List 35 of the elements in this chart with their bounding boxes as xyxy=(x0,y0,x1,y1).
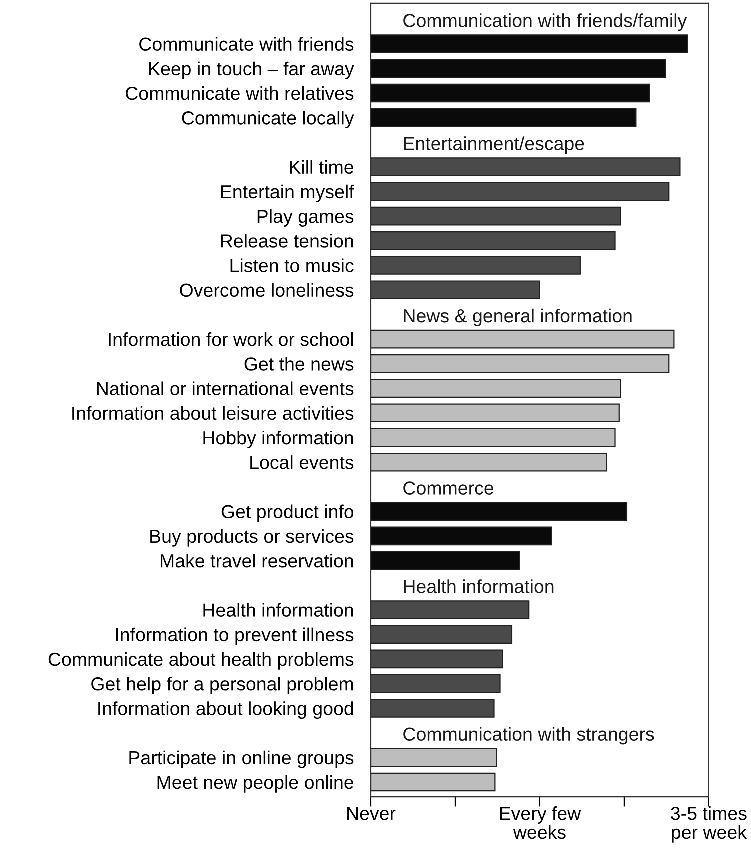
series-label: Health information xyxy=(404,580,554,594)
y-tick-label: Buy products or services xyxy=(150,529,354,547)
series-label: Entertainment/escape xyxy=(404,136,584,154)
y-tick-label: Information about leisure activities xyxy=(72,406,354,420)
y-tick-label: Communicate locally xyxy=(182,111,354,129)
y-tick-label: Kill time xyxy=(290,160,354,174)
y-tick-label: Listen to music xyxy=(230,258,354,272)
series-label: Commerce xyxy=(404,482,494,495)
y-tick-label: Get product info xyxy=(222,504,354,522)
y-tick-label: Release tension xyxy=(221,234,354,248)
y-tick-label: Make travel reservation xyxy=(161,554,354,568)
y-tick-label: Keep in touch – far away xyxy=(150,62,354,80)
series-label: Communication with strangers xyxy=(404,727,654,745)
y-tick-label: Participate in online groups xyxy=(130,750,354,768)
y-tick-label: Meet new people online xyxy=(158,775,354,793)
text: 3-5 times per week xyxy=(671,806,748,843)
y-tick-label: Communicate about health problems xyxy=(48,652,354,670)
y-tick-label: Entertain myself xyxy=(221,184,354,202)
text: Never xyxy=(348,807,396,820)
y-tick-label: National or international events xyxy=(97,382,354,396)
series-label: News & general information xyxy=(404,308,632,326)
y-tick-label: Get the news xyxy=(244,357,354,371)
y-tick-label: Information for work or school xyxy=(109,332,354,346)
y-tick-label: Communicate with friends xyxy=(140,37,354,52)
series-label: Communication with friends/family xyxy=(404,14,688,32)
y-tick-label: Hobby information xyxy=(204,430,354,448)
y-tick-label: Communicate with relatives xyxy=(126,86,354,100)
y-tick-label: Overcome loneliness xyxy=(180,283,354,298)
y-tick-label: Get help for a personal problem xyxy=(92,677,354,694)
y-tick-label: Information about looking good xyxy=(98,702,354,720)
text: Every few weeks xyxy=(500,806,582,840)
y-tick-label: Health information xyxy=(204,603,354,617)
y-tick-label: Information to prevent illness xyxy=(116,628,354,646)
y-tick-label: Local events xyxy=(250,456,354,470)
y-tick-label: Play games xyxy=(258,209,354,227)
